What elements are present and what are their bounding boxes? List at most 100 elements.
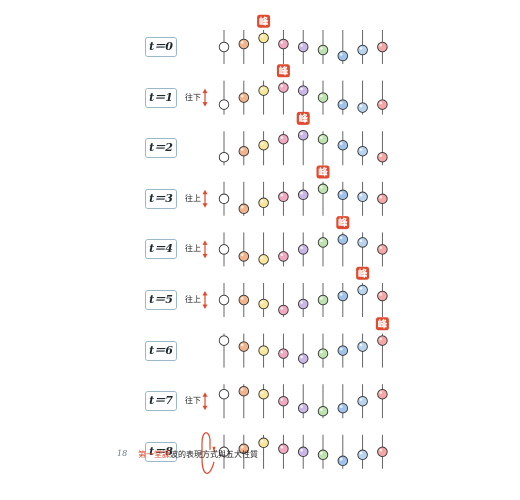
crest-badge-label: 峰 bbox=[378, 318, 388, 330]
particle bbox=[377, 290, 388, 302]
particle bbox=[377, 193, 388, 205]
particle-highlight bbox=[221, 195, 224, 199]
particle-highlight bbox=[280, 84, 284, 88]
particle bbox=[317, 449, 329, 461]
section-title: 波的表現方式與五大性質 bbox=[170, 450, 258, 459]
chapter-label: 第一堂課 bbox=[138, 450, 170, 459]
particle bbox=[218, 151, 230, 163]
particle bbox=[337, 139, 349, 151]
particle-highlight bbox=[379, 195, 383, 199]
particle bbox=[337, 290, 349, 302]
direction-label: 往上 bbox=[185, 295, 201, 304]
particle-highlight bbox=[379, 246, 383, 250]
particle-highlight bbox=[300, 246, 303, 250]
particle bbox=[317, 44, 329, 56]
arrow-head-down bbox=[202, 304, 208, 309]
particle bbox=[297, 189, 309, 201]
particle bbox=[218, 335, 230, 346]
particle bbox=[377, 41, 388, 53]
particle-highlight bbox=[260, 439, 264, 443]
particle bbox=[278, 443, 289, 455]
particle bbox=[258, 139, 269, 151]
time-label: t＝6 bbox=[145, 340, 177, 361]
particle-highlight bbox=[320, 47, 323, 50]
particle-highlight bbox=[300, 301, 303, 304]
particle-highlight bbox=[339, 457, 343, 461]
particle bbox=[258, 85, 269, 96]
particle-highlight bbox=[300, 44, 303, 47]
particle bbox=[218, 244, 230, 255]
particle-highlight bbox=[359, 193, 363, 197]
particle-highlight bbox=[221, 391, 224, 394]
crest-badge bbox=[375, 317, 389, 331]
time-label: t＝5 bbox=[145, 290, 177, 310]
crest-badge bbox=[257, 14, 271, 28]
particle-highlight bbox=[359, 47, 363, 50]
particle-highlight bbox=[300, 87, 303, 91]
particle bbox=[337, 234, 349, 245]
particle-highlight bbox=[320, 136, 323, 139]
particle bbox=[218, 294, 230, 306]
particle bbox=[238, 385, 250, 397]
crest-badge-label: 峰 bbox=[259, 16, 269, 28]
particle-highlight bbox=[260, 87, 264, 91]
particle-highlight bbox=[320, 297, 323, 300]
particle bbox=[357, 237, 368, 248]
particle bbox=[258, 388, 269, 400]
particle-highlight bbox=[280, 307, 284, 310]
particle-highlight bbox=[221, 448, 224, 452]
particle-highlight bbox=[359, 398, 363, 401]
particle bbox=[278, 395, 289, 407]
particle-highlight bbox=[300, 448, 303, 452]
particle-highlight bbox=[359, 104, 363, 108]
particle bbox=[297, 85, 309, 96]
particle-highlight bbox=[260, 347, 264, 351]
crest-badge-label: 峰 bbox=[338, 217, 348, 229]
particle-highlight bbox=[240, 445, 244, 449]
loop-arrow-head bbox=[212, 446, 216, 453]
particle bbox=[278, 133, 289, 145]
particle-highlight bbox=[280, 445, 284, 449]
particle-highlight bbox=[280, 193, 284, 197]
particle-highlight bbox=[240, 388, 244, 391]
particle-highlight bbox=[221, 44, 224, 47]
particle-highlight bbox=[339, 53, 343, 56]
particle-highlight bbox=[379, 391, 383, 394]
particle-highlight bbox=[359, 148, 363, 151]
particle-highlight bbox=[359, 343, 363, 347]
particle bbox=[317, 294, 329, 306]
particle bbox=[238, 145, 250, 157]
particle bbox=[317, 348, 329, 359]
particle bbox=[357, 449, 368, 461]
particle-highlight bbox=[240, 343, 244, 347]
time-label: t＝3 bbox=[145, 188, 177, 209]
particle-highlight bbox=[320, 94, 323, 98]
particle-highlight bbox=[260, 391, 264, 394]
particle-highlight bbox=[280, 136, 284, 139]
time-label: t＝8 bbox=[145, 441, 177, 462]
arrow-head-down bbox=[202, 405, 208, 411]
particle-highlight bbox=[359, 451, 363, 455]
crest-badge bbox=[296, 111, 310, 125]
particle bbox=[258, 437, 269, 449]
particle bbox=[258, 197, 269, 209]
particle bbox=[357, 102, 368, 113]
particle bbox=[218, 388, 230, 400]
particle-highlight bbox=[260, 256, 264, 260]
particle bbox=[377, 335, 388, 346]
crest-badge-label: 峰 bbox=[298, 113, 308, 125]
time-label: t＝2 bbox=[145, 138, 177, 159]
particle bbox=[278, 304, 289, 316]
particle-highlight bbox=[339, 405, 343, 408]
time-label: t＝7 bbox=[145, 391, 177, 412]
particle-highlight bbox=[240, 94, 244, 98]
particle bbox=[218, 193, 230, 205]
particle-highlight bbox=[359, 287, 363, 290]
particle-highlight bbox=[240, 41, 244, 44]
particle bbox=[218, 41, 230, 53]
particle bbox=[297, 446, 309, 458]
particle bbox=[337, 99, 349, 110]
particle bbox=[337, 50, 349, 62]
particle-highlight bbox=[260, 35, 264, 38]
